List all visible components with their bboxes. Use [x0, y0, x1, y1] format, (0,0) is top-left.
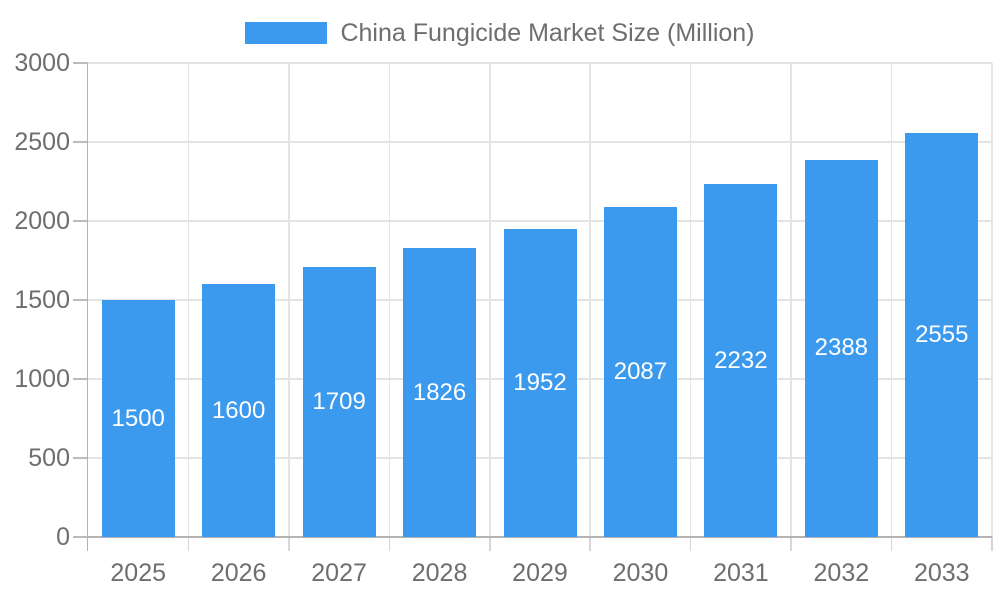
x-tick [991, 537, 993, 551]
y-axis-label: 500 [28, 444, 70, 472]
x-axis-label: 2026 [210, 559, 267, 587]
y-tick [73, 141, 88, 143]
x-grid-line [589, 63, 591, 537]
x-tick [388, 537, 391, 551]
y-grid-line [88, 141, 992, 143]
y-axis-label: 3000 [14, 49, 70, 77]
bar[interactable] [101, 300, 175, 537]
y-tick [73, 378, 88, 380]
x-grid-line [489, 63, 491, 537]
bar[interactable] [704, 184, 778, 537]
y-tick [73, 62, 88, 64]
y-tick [73, 536, 88, 538]
x-axis-label: 2031 [713, 559, 769, 587]
bar[interactable] [302, 266, 376, 537]
y-axis-label: 0 [56, 523, 70, 551]
x-tick [689, 537, 692, 551]
x-tick [288, 537, 290, 551]
x-tick [187, 537, 190, 551]
x-axis-label: 2030 [612, 559, 669, 587]
y-grid-line [88, 220, 992, 222]
y-axis-label: 2000 [14, 207, 70, 235]
legend-item[interactable]: China Fungicide Market Size (Million) [0, 18, 1000, 47]
x-tick [790, 537, 792, 551]
y-tick [73, 299, 88, 301]
x-grid-line [288, 63, 290, 537]
x-axis-label: 2032 [813, 559, 870, 587]
x-axis-label: 2029 [512, 559, 568, 587]
x-grid-line [689, 63, 692, 537]
x-grid-line [991, 63, 993, 537]
y-axis-label: 1500 [14, 286, 70, 314]
x-grid-line [790, 63, 792, 537]
x-tick [489, 537, 491, 551]
x-tick [589, 537, 591, 551]
bar[interactable] [905, 133, 979, 537]
y-grid-line [88, 62, 992, 64]
bar[interactable] [503, 228, 577, 537]
x-grid-line [388, 63, 391, 537]
x-axis-line [88, 536, 992, 538]
x-grid-line [890, 63, 893, 537]
bar[interactable] [603, 207, 677, 537]
x-axis-label: 2028 [411, 559, 468, 587]
x-grid-line [187, 63, 190, 537]
bar[interactable] [804, 159, 878, 537]
y-axis-label: 1000 [14, 365, 70, 393]
x-axis-label: 2033 [913, 559, 970, 587]
y-axis-label: 2500 [14, 128, 70, 156]
y-axis-line [86, 63, 88, 551]
y-tick [73, 220, 88, 222]
bar[interactable] [202, 284, 276, 537]
legend-swatch-icon [245, 22, 328, 44]
x-axis-label: 2027 [311, 559, 367, 587]
bar[interactable] [403, 248, 477, 537]
y-tick [73, 457, 88, 459]
x-axis-label: 2025 [110, 559, 167, 587]
legend-label: China Fungicide Market Size (Million) [340, 18, 755, 47]
x-tick [890, 537, 893, 551]
